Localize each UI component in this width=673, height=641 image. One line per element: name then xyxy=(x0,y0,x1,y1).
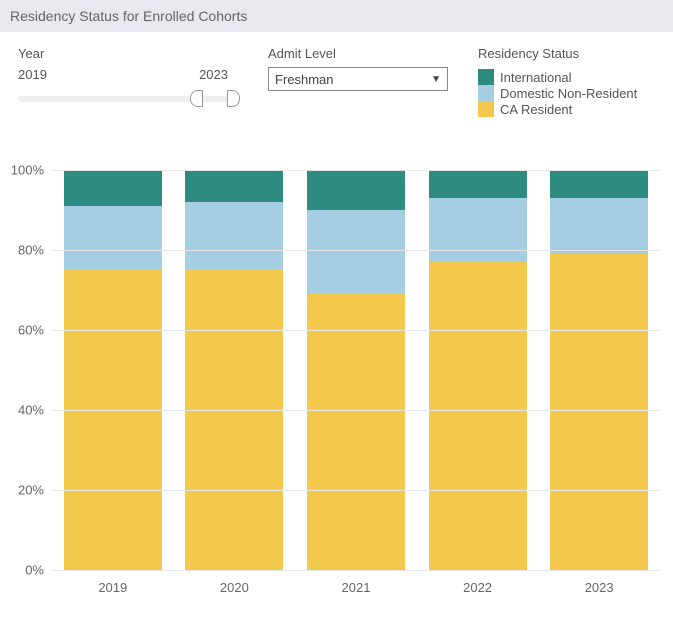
legend-swatch xyxy=(478,101,494,117)
legend-label: International xyxy=(500,70,572,85)
bar-segment[interactable] xyxy=(64,170,162,206)
x-tick-label: 2021 xyxy=(295,574,417,598)
x-tick-label: 2022 xyxy=(417,574,539,598)
bar[interactable] xyxy=(64,170,162,570)
admit-level-label: Admit Level xyxy=(268,46,448,61)
bar-slot xyxy=(52,170,174,570)
legend-swatch xyxy=(478,85,494,101)
gridline xyxy=(52,250,660,251)
bar[interactable] xyxy=(550,170,648,570)
bar-slot xyxy=(295,170,417,570)
y-tick-label: 40% xyxy=(18,403,44,418)
bar-segment[interactable] xyxy=(307,294,405,570)
chart: 0% 20% 40% 60% 80% 100% 20192020202120222023 xyxy=(6,150,666,630)
bar-segment[interactable] xyxy=(429,262,527,570)
bar-segment[interactable] xyxy=(64,270,162,570)
bar-segment[interactable] xyxy=(185,202,283,270)
legend-item[interactable]: CA Resident xyxy=(478,101,637,117)
bar[interactable] xyxy=(185,170,283,570)
bar[interactable] xyxy=(307,170,405,570)
bar-segment[interactable] xyxy=(550,170,648,198)
slider-track xyxy=(18,96,238,102)
bars-container xyxy=(52,170,660,570)
year-label: Year xyxy=(18,46,238,61)
slider-handle-max[interactable] xyxy=(227,90,240,107)
gridline xyxy=(52,170,660,171)
slider-handle-min[interactable] xyxy=(190,90,203,107)
bar-segment[interactable] xyxy=(185,270,283,570)
gridline xyxy=(52,490,660,491)
bar-segment[interactable] xyxy=(429,170,527,198)
controls-row: Year 2019 2023 Admit Level Freshman ▼ Re… xyxy=(0,32,673,121)
year-slider[interactable] xyxy=(18,88,238,108)
legend-label: Domestic Non-Resident xyxy=(500,86,637,101)
legend-swatch xyxy=(478,69,494,85)
admit-level-filter: Admit Level Freshman ▼ xyxy=(268,46,448,117)
bar-segment[interactable] xyxy=(550,254,648,570)
legend-item[interactable]: Domestic Non-Resident xyxy=(478,85,637,101)
bar[interactable] xyxy=(429,170,527,570)
bar-segment[interactable] xyxy=(185,170,283,202)
plot-region xyxy=(52,170,660,570)
bar-segment[interactable] xyxy=(307,210,405,294)
legend-title: Residency Status xyxy=(478,46,637,61)
y-axis: 0%20%40%60%80%100% xyxy=(6,170,50,570)
bar-slot xyxy=(174,170,296,570)
x-axis: 20192020202120222023 xyxy=(52,574,660,598)
bar-segment[interactable] xyxy=(307,170,405,210)
gridline xyxy=(52,410,660,411)
bar-segment[interactable] xyxy=(550,198,648,254)
y-tick-label: 100% xyxy=(11,163,44,178)
chevron-down-icon: ▼ xyxy=(431,74,441,85)
y-tick-label: 20% xyxy=(18,483,44,498)
legend: Residency Status InternationalDomestic N… xyxy=(478,46,637,117)
gridline xyxy=(52,570,660,571)
legend-item[interactable]: International xyxy=(478,69,637,85)
x-tick-label: 2023 xyxy=(538,574,660,598)
bar-slot xyxy=(538,170,660,570)
panel-title: Residency Status for Enrolled Cohorts xyxy=(10,8,247,24)
panel-header: Residency Status for Enrolled Cohorts xyxy=(0,0,673,32)
bar-segment[interactable] xyxy=(429,198,527,262)
x-tick-label: 2019 xyxy=(52,574,174,598)
y-tick-label: 0% xyxy=(25,563,44,578)
year-filter: Year 2019 2023 xyxy=(18,46,238,117)
y-tick-label: 80% xyxy=(18,243,44,258)
y-tick-label: 60% xyxy=(18,323,44,338)
year-min: 2019 xyxy=(18,67,47,82)
admit-level-selected: Freshman xyxy=(275,72,334,87)
legend-label: CA Resident xyxy=(500,102,572,117)
admit-level-dropdown[interactable]: Freshman ▼ xyxy=(268,67,448,91)
year-range-values: 2019 2023 xyxy=(18,67,228,82)
x-tick-label: 2020 xyxy=(174,574,296,598)
year-max: 2023 xyxy=(199,67,228,82)
bar-slot xyxy=(417,170,539,570)
gridline xyxy=(52,330,660,331)
bar-segment[interactable] xyxy=(64,206,162,270)
